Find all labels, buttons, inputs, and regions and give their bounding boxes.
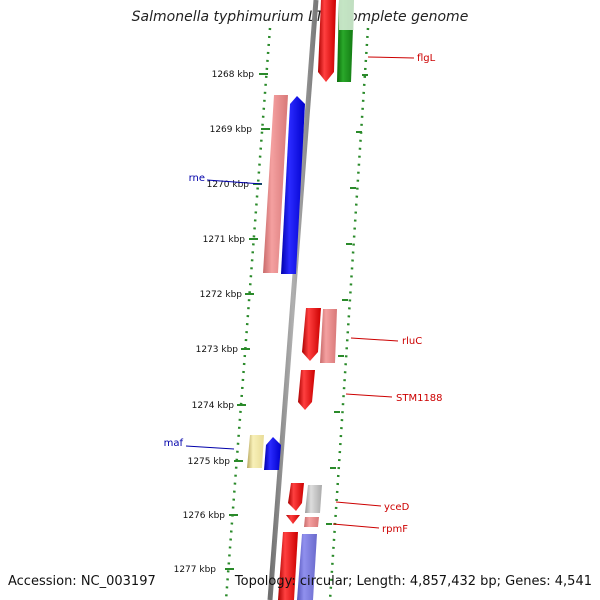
right-ring-ticks (326, 74, 368, 525)
cds-feature (247, 435, 264, 468)
cds-feature (305, 485, 322, 513)
label-leader-line (350, 337, 399, 342)
genome-backbone (267, 0, 319, 600)
gene-label-stm1188: STM1188 (396, 393, 443, 404)
cds-feature (320, 309, 337, 363)
topology-text: Topology: circular; Length: 4,857,432 bp… (234, 574, 592, 589)
label-leader-line (332, 523, 380, 529)
cds-feature (264, 437, 281, 470)
gene-label-rpmf: rpmF (382, 524, 408, 535)
cds-feature (298, 370, 315, 410)
label-leader-line (345, 393, 393, 398)
tick-label: 1271 kbp (203, 235, 246, 245)
cds-feature (263, 95, 288, 273)
cds-feature (304, 517, 319, 527)
tick-label: 1269 kbp (210, 125, 253, 135)
gene-label-flgl: flgL (417, 53, 436, 64)
gene-label-yced: yceD (384, 502, 410, 513)
tick-label: 1268 kbp (212, 70, 255, 80)
cds-feature (339, 0, 354, 30)
accession-text: Accession: NC_003197 (8, 574, 156, 589)
cds-feature (302, 308, 321, 361)
cds-feature (297, 534, 317, 600)
label-leader-line (367, 56, 415, 59)
cds-feature (318, 0, 336, 82)
cds-feature (288, 483, 304, 511)
cds-feature (286, 515, 300, 524)
genome-features (247, 0, 354, 600)
tick-label: 1272 kbp (200, 290, 243, 300)
cds-feature (281, 96, 305, 274)
tick-label: 1276 kbp (183, 511, 226, 521)
gene-label-rne: rne (189, 173, 205, 184)
tick-label: 1274 kbp (192, 401, 235, 411)
scale-ticks (225, 73, 270, 570)
map-title: Salmonella typhimurium LT2, complete gen… (131, 9, 469, 25)
tick-label: 1277 kbp (174, 565, 217, 575)
gene-labels: flgL rne rluC STM1188 maf yceD rpmF (164, 53, 443, 535)
tick-label: 1273 kbp (196, 345, 239, 355)
tick-label: 1275 kbp (188, 457, 231, 467)
label-leader-line (206, 179, 263, 185)
scale-tick-labels: 1268 kbp 1269 kbp 1270 kbp 1271 kbp 1272… (174, 70, 255, 575)
label-leader-line (185, 445, 235, 450)
cds-feature (278, 532, 298, 600)
tick-label: 1270 kbp (207, 180, 250, 190)
gene-label-maf: maf (164, 438, 184, 449)
label-leader-line (335, 501, 382, 507)
gene-label-rluc: rluC (402, 336, 422, 347)
